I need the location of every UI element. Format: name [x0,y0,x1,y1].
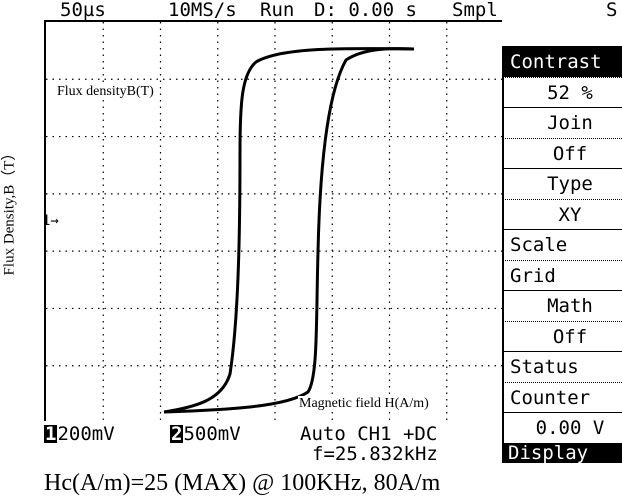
y-axis-label: Flux Density,B（T） [1,145,18,276]
menu-item-status[interactable]: Status [502,351,622,382]
sample-rate-readout: 10MS/s [168,0,237,21]
ch1-scale: 200mV [57,423,115,445]
menu-item-contrast[interactable]: Contrast [502,46,622,77]
menu-item-0-00-v[interactable]: 0.00 V [502,412,622,443]
timebase-readout: 50µs [60,0,106,21]
menu-item-scale[interactable]: Scale [502,229,622,260]
scope-display: 1→ Flux densityB(T) Magnetic field H(A/m… [44,20,504,423]
menu-item-grid[interactable]: Grid [502,259,622,290]
ch2-scale: 500mV [183,423,241,445]
channel-marker: 1→ [46,213,59,229]
menu-item-off[interactable]: Off [502,137,622,168]
plot-grid [46,22,504,423]
hysteresis-branch-descending [163,47,415,414]
delay-readout: D: 0.00 s [314,0,417,21]
ch1-readout: 1200mV [44,423,115,445]
caption: Hc(A/m)=25 (MAX) @ 100KHz, 80A/m [44,470,441,496]
magnetic-field-label: Magnetic field H(A/m) [298,396,430,412]
acquisition-mode-readout: Smpl [452,0,498,21]
softkey-menu: Contrast 52 % Join Off Type XY Scale Grid Math Of… [502,46,622,443]
menu-item-type[interactable]: Type [502,168,622,199]
menu-item-52[interactable]: 52 % [502,76,622,107]
flux-density-label: Flux densityB(T) [56,84,155,100]
menu-item-join[interactable]: Join [502,107,622,138]
status-bar: 50µs 10MS/s Run D: 0.00 s Smpl S [44,0,622,20]
frequency-readout: f=25.832kHz [312,443,438,465]
ch2-readout: 2500mV [170,423,241,445]
run-state-readout: Run [260,0,295,21]
hysteresis-branch-ascending [163,47,415,414]
ch2-badge: 2 [170,423,184,445]
menu-item-off[interactable]: Off [502,320,622,351]
menu-item-math[interactable]: Math [502,290,622,321]
bottom-readouts: 1200mV 2500mV Auto CH1 +DC f=25.832kHz D… [0,421,622,465]
hysteresis-plot: 1→ [46,22,504,423]
menu-item-counter[interactable]: Counter [502,381,622,412]
trigger-flag-readout: S [606,0,618,21]
ch1-badge: 1 [44,423,58,445]
trigger-readout: Auto CH1 +DC [300,423,438,445]
menu-item-xy[interactable]: XY [502,198,622,229]
display-button[interactable]: Display [502,443,622,463]
